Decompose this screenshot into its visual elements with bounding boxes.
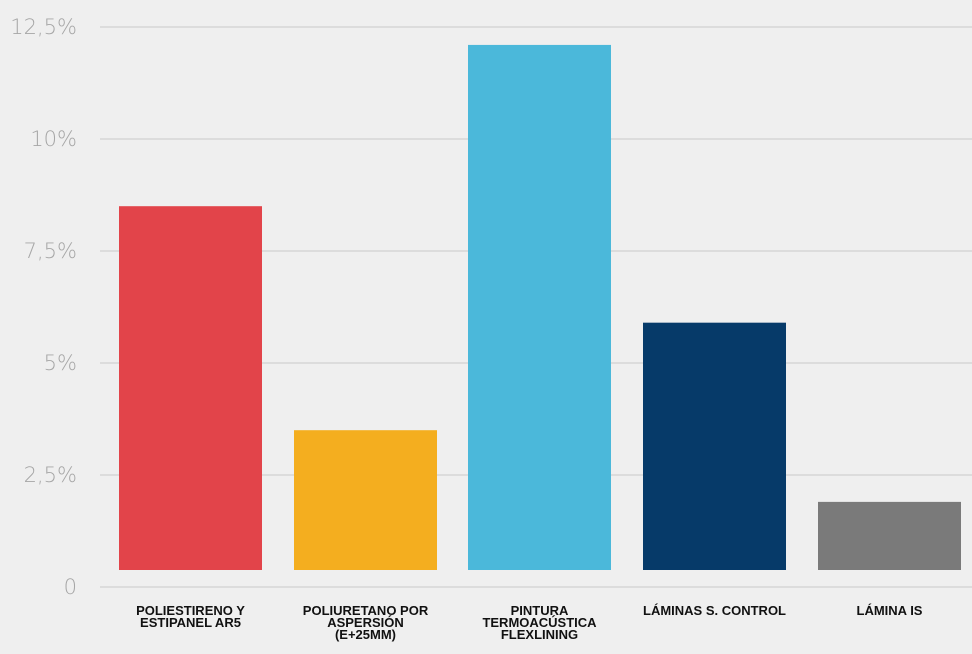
y-tick-label: 2,5%: [24, 463, 77, 487]
x-tick-label: POLIURETANO POR ASPERSIÓN (E+25MM): [303, 603, 429, 642]
x-tick-label: POLIESTIRENO Y ESTIPANEL AR5: [136, 603, 245, 630]
y-axis-tick-labels: 0 2,5% 5% 7,5% 10% 12,5%: [10, 15, 77, 599]
x-tick-label: LÁMINA IS: [857, 603, 923, 618]
x-tick-label-line: FLEXLINING: [501, 627, 578, 642]
y-tick-label: 7,5%: [24, 239, 77, 263]
x-tick-label-line: TERMOACÚSTICA: [482, 615, 597, 630]
bar: [119, 206, 262, 570]
x-tick-label-line: LÁMINA IS: [857, 603, 923, 618]
bars: [119, 44, 961, 571]
y-tick-label: 5%: [44, 351, 77, 375]
bar: [818, 501, 961, 570]
x-tick-label-line: LÁMINAS S. CONTROL: [643, 603, 786, 618]
x-tick-label-line: POLIESTIRENO Y: [136, 603, 245, 618]
x-tick-label-line: ASPERSIÓN: [327, 615, 404, 630]
bar: [643, 322, 786, 570]
x-tick-label-line: POLIURETANO POR: [303, 603, 429, 618]
x-tick-label-line: (E+25MM): [335, 627, 396, 642]
x-tick-label-line: ESTIPANEL AR5: [140, 615, 241, 630]
bar: [294, 430, 437, 570]
y-tick-label: 0: [64, 575, 77, 599]
x-axis-category-labels: POLIESTIRENO Y ESTIPANEL AR5 POLIURETANO P…: [136, 603, 923, 642]
y-tick-label: 12,5%: [10, 15, 77, 39]
x-tick-label: PINTURA TERMOACÚSTICA FLEXLINING: [482, 603, 597, 642]
x-tick-label-line: PINTURA: [511, 603, 569, 618]
x-tick-label: LÁMINAS S. CONTROL: [643, 603, 786, 618]
bar: [468, 44, 611, 571]
y-tick-label: 10%: [30, 127, 77, 151]
